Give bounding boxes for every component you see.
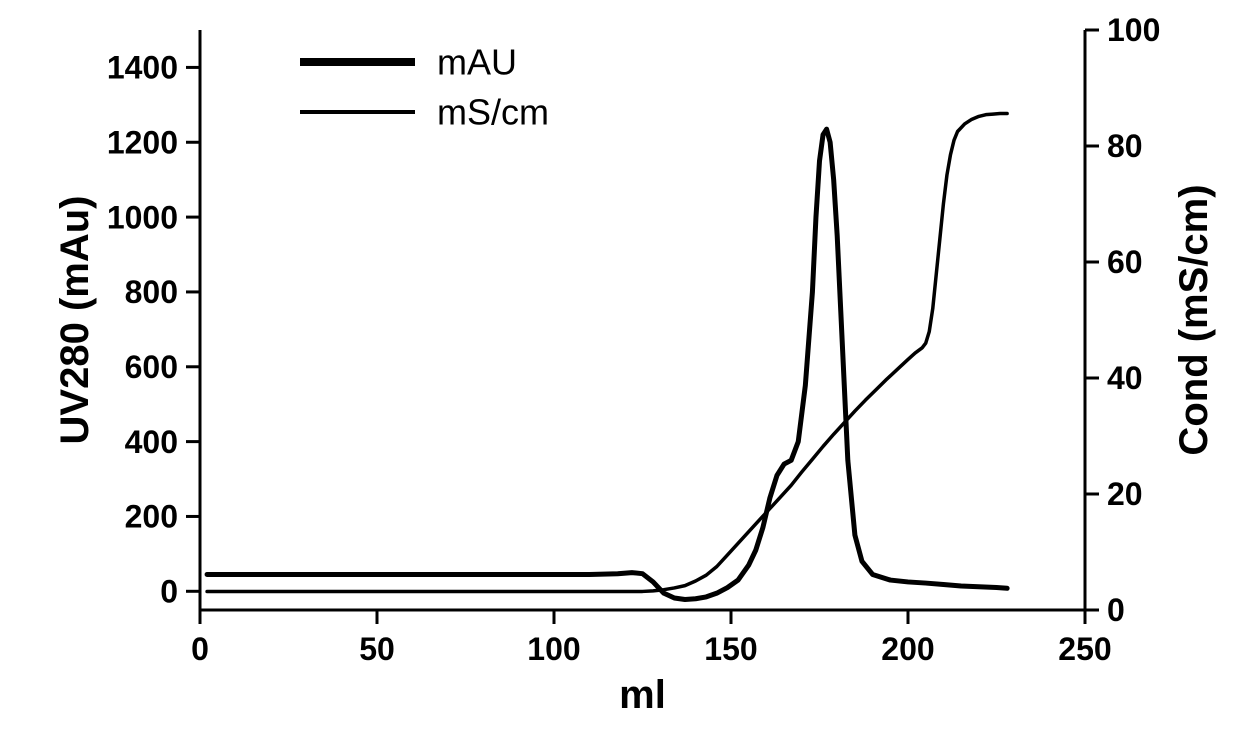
x-tick-label: 250 [1058, 631, 1111, 667]
y-left-tick-label: 1200 [107, 124, 178, 160]
legend-label: mS/cm [437, 92, 549, 133]
x-tick-label: 200 [881, 631, 934, 667]
x-tick-label: 150 [704, 631, 757, 667]
y-left-tick-label: 200 [125, 499, 178, 535]
x-tick-label: 0 [191, 631, 209, 667]
y-left-tick-label: 600 [125, 349, 178, 385]
y-left-tick-label: 800 [125, 274, 178, 310]
x-tick-label: 50 [359, 631, 395, 667]
plot-area [207, 114, 1007, 600]
y-right-tick-label: 100 [1107, 12, 1160, 48]
y-left-tick-label: 1000 [107, 199, 178, 235]
legend-label: mAU [437, 42, 517, 83]
y-right-tick-label: 80 [1107, 128, 1143, 164]
y-right-axis-label: Cond (mS/cm) [1172, 184, 1216, 455]
x-axis-label: ml [619, 673, 666, 717]
y-left-tick-label: 0 [160, 573, 178, 609]
y-right-tick-label: 60 [1107, 244, 1143, 280]
series-mau [207, 129, 1007, 599]
chart-container: 0501001502002500200400600800100012001400… [0, 0, 1240, 741]
y-left-axis-label: UV280 (mAu) [53, 196, 97, 445]
chromatogram-chart: 0501001502002500200400600800100012001400… [0, 0, 1240, 741]
y-right-tick-label: 20 [1107, 476, 1143, 512]
series-ms-cm [207, 114, 1007, 592]
y-right-tick-label: 40 [1107, 360, 1143, 396]
y-right-tick-label: 0 [1107, 592, 1125, 628]
y-left-tick-label: 400 [125, 424, 178, 460]
x-tick-label: 100 [527, 631, 580, 667]
y-left-tick-label: 1400 [107, 50, 178, 86]
